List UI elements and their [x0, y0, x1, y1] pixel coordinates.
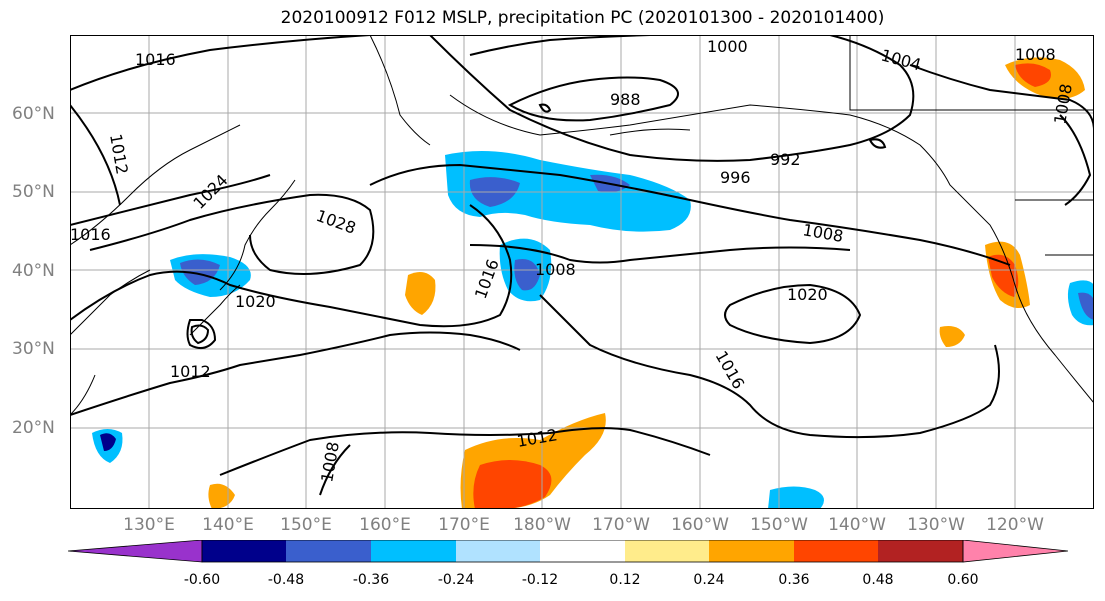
colorbar-tick: -0.36	[352, 572, 390, 588]
isobar-label: 1008	[535, 260, 576, 279]
isobar-label: 1008	[1015, 45, 1056, 64]
lon-label: 150°E	[280, 515, 332, 535]
map-title: 2020100912 F012 MSLP, precipitation PC (…	[280, 8, 885, 28]
colorbar-tick: -0.60	[183, 572, 221, 588]
colorbar-segment	[67, 539, 203, 563]
isobar-label: 1016	[135, 50, 176, 69]
lon-label: 120°W	[986, 515, 1044, 535]
lon-label: 180°W	[513, 515, 571, 535]
lon-label: 150°W	[750, 515, 808, 535]
lat-label: 50°N	[12, 182, 55, 202]
isobar-label: 1020	[787, 285, 828, 304]
graticule	[70, 35, 1094, 509]
colorbar-tick: -0.24	[437, 572, 475, 588]
lat-label: 40°N	[12, 261, 55, 281]
lon-label: 140°W	[828, 515, 886, 535]
lon-label: 130°E	[123, 515, 175, 535]
isobar-label: 1012	[170, 362, 211, 381]
lat-label: 60°N	[12, 104, 55, 124]
colorbar-tick: 0.48	[862, 572, 894, 588]
colorbar-segment	[456, 540, 540, 562]
lon-label: 160°W	[671, 515, 729, 535]
colorbar-segment	[625, 540, 709, 562]
colorbar-tick: 0.60	[947, 572, 979, 588]
colorbar	[67, 539, 1069, 568]
colorbar-segment	[962, 539, 1069, 563]
colorbar-segment	[202, 540, 286, 562]
colorbar-segment	[794, 540, 878, 562]
isobar-label: 996	[720, 168, 751, 187]
lon-label: 170°W	[592, 515, 650, 535]
isobar-label: 1020	[235, 292, 276, 311]
lat-label: 30°N	[12, 339, 55, 359]
lon-label: 160°E	[359, 515, 411, 535]
colorbar-segment	[878, 540, 963, 562]
colorbar-tick: -0.12	[521, 572, 559, 588]
lon-label: 130°W	[907, 515, 965, 535]
isobar-label: 1016	[70, 225, 111, 244]
precip-shading	[92, 57, 1094, 509]
lat-label: 20°N	[12, 418, 55, 438]
isobar-label: 1000	[707, 37, 748, 56]
colorbar-tick: 0.24	[693, 572, 725, 588]
colorbar-tick: 0.36	[778, 572, 810, 588]
colorbar-segment	[371, 540, 456, 562]
colorbar-tick: -0.48	[267, 572, 305, 588]
colorbar-segment	[286, 540, 371, 562]
lon-label: 170°E	[438, 515, 490, 535]
colorbar-tick: 0.12	[609, 572, 641, 588]
isobar-label: 992	[770, 150, 801, 169]
isobars	[70, 35, 1094, 496]
isobar-label: 988	[610, 90, 641, 109]
map-panel: 1016 1012 1024 1016 1028 1020 1012 1000 …	[70, 35, 1094, 509]
colorbar-segment	[709, 540, 794, 562]
lon-label: 140°E	[202, 515, 254, 535]
colorbar-segment	[540, 540, 625, 562]
